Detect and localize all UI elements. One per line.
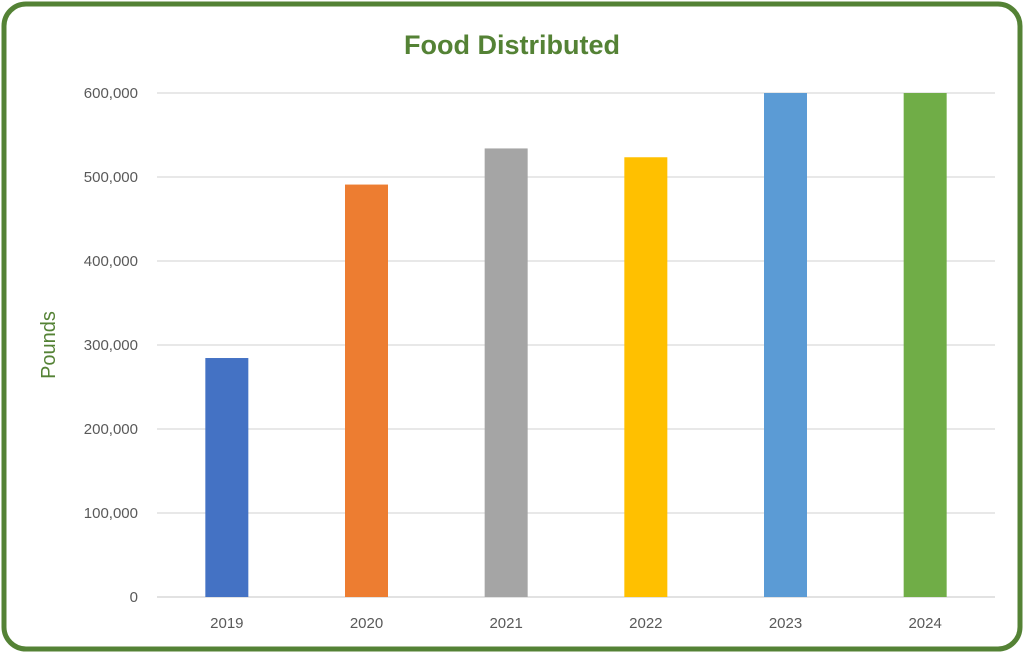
x-tick-label: 2022 xyxy=(629,615,662,632)
y-axis-label: Pounds xyxy=(38,311,60,379)
y-tick-label: 200,000 xyxy=(84,421,138,438)
bar-2024 xyxy=(903,93,947,597)
bar-2020 xyxy=(345,184,388,597)
y-tick-label: 100,000 xyxy=(84,505,138,522)
bar-2019 xyxy=(205,358,249,597)
x-tick-label: 2024 xyxy=(908,615,941,632)
x-tick-label: 2023 xyxy=(769,615,802,632)
y-tick-label: 300,000 xyxy=(84,337,138,354)
y-tick-label: 400,000 xyxy=(84,253,138,270)
bar-2022 xyxy=(624,157,668,597)
chart-title: Food Distributed xyxy=(404,30,620,60)
y-tick-label: 500,000 xyxy=(84,169,138,186)
bar-2023 xyxy=(764,93,807,597)
bar-2021 xyxy=(484,148,528,597)
x-tick-label: 2021 xyxy=(489,615,522,632)
x-tick-label: 2019 xyxy=(210,615,243,632)
y-tick-label: 600,000 xyxy=(84,85,138,102)
y-tick-label: 0 xyxy=(130,589,138,606)
x-tick-label: 2020 xyxy=(350,615,383,632)
